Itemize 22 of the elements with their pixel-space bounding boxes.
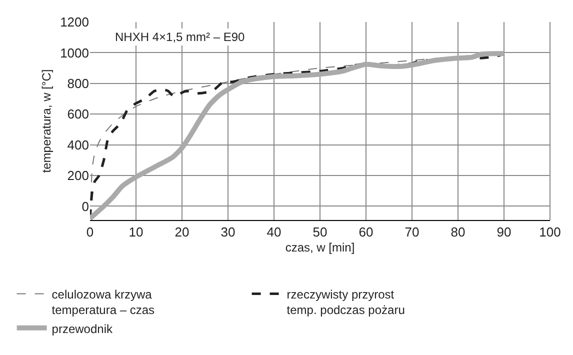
y-tick-label: 1000 xyxy=(60,45,89,60)
legend-label: rzeczywisty przyrost temp. podczas pożaru xyxy=(286,287,405,317)
y-tick-label: 0 xyxy=(82,198,89,214)
y-tick-label: 1200 xyxy=(60,14,89,30)
x-tick-label: 30 xyxy=(220,224,236,240)
y-tick-label: 600 xyxy=(67,106,89,122)
y-tick-label: 400 xyxy=(67,137,89,152)
x-tick-label: 70 xyxy=(404,224,420,240)
x-tick-label: 10 xyxy=(128,224,144,240)
x-tick-label: 50 xyxy=(312,224,328,240)
x-tick-label: 90 xyxy=(496,224,512,240)
y-tick-label: 800 xyxy=(67,76,89,91)
x-axis-title: czas, w [min] xyxy=(285,240,355,254)
x-tick-label: 60 xyxy=(358,224,374,240)
y-axis-title: temperatura, w [°C] xyxy=(39,69,54,173)
legend-label: przewodnik xyxy=(52,322,114,336)
y-tick-label: 200 xyxy=(67,168,89,184)
annotation: NHXH 4×1,5 mm² – E90 xyxy=(115,30,246,44)
x-tick-label: 40 xyxy=(266,224,282,240)
x-tick-label: 20 xyxy=(174,224,190,240)
x-tick-label: 100 xyxy=(539,224,561,240)
x-tick-label: 80 xyxy=(450,224,466,240)
